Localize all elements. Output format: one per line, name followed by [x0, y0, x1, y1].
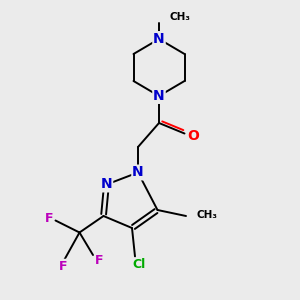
Text: CH₃: CH₃ — [196, 209, 218, 220]
Text: O: O — [187, 129, 199, 143]
Text: CH₃: CH₃ — [169, 12, 190, 22]
Text: N: N — [153, 89, 165, 103]
Text: N: N — [132, 166, 144, 179]
Text: N: N — [101, 178, 112, 191]
Text: Cl: Cl — [132, 258, 145, 272]
Text: N: N — [153, 32, 165, 46]
Text: F: F — [45, 212, 53, 226]
Text: F: F — [59, 260, 67, 273]
Text: F: F — [95, 254, 104, 267]
